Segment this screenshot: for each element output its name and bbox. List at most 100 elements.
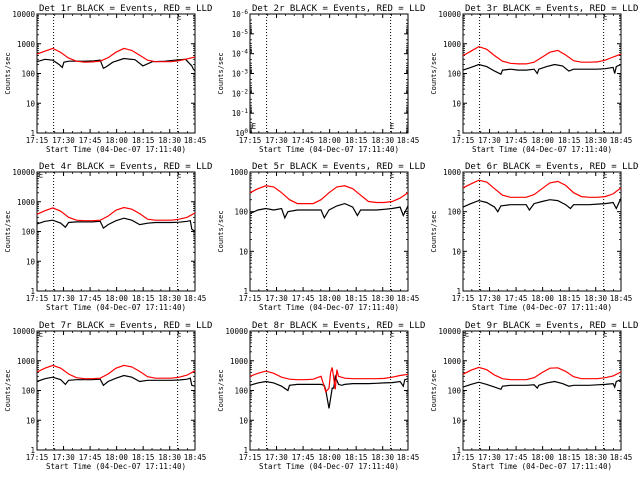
x-tick-label: 17:30 [478,453,501,462]
x-tick-label: 17:30 [52,453,75,462]
chart-panel-7: Det 7r BLACK = Events, RED = LLD 10000 100… [4,321,212,471]
x-axis-label: Start Time (04-Dec-07 17:11:40) [472,303,612,312]
chart-title: Det 7r BLACK = Events, RED = LLD [39,321,212,331]
x-tick-label: 18:00 [105,453,128,462]
plot-frame [249,330,409,451]
y-tick-label: 10 [452,247,462,256]
y-axis-label: Counts/sec [217,369,225,411]
y-tick-label: 100 [447,387,461,396]
x-tick-label: 17:15 [239,136,262,145]
event-marker-label: E [252,122,257,131]
event-marker-label: E [465,329,470,338]
plot-frame [462,13,622,134]
x-tick-label: 17:15 [452,453,475,462]
x-axis-label: Start Time (04-Dec-07 17:11:40) [259,145,399,154]
x-axis-label: Start Time (04-Dec-07 17:11:40) [472,145,612,154]
chart-title: Det 3r BLACK = Events, RED = LLD [465,4,638,14]
x-tick-label: 17:45 [292,453,315,462]
chart-title: Det 4r BLACK = Events, RED = LLD [39,162,212,172]
series-line-lld [36,47,196,63]
x-tick-label: 18:30 [371,136,394,145]
y-tick-label: 10 [239,416,249,425]
y-tick-label: 1 [30,287,35,296]
y-tick-label: 10000 [12,168,35,177]
x-tick-label: 18:45 [610,453,633,462]
event-marker-label: E [177,329,182,338]
x-tick-label: 18:45 [184,136,207,145]
x-tick-label: 18:30 [584,294,607,303]
x-tick-label: 17:45 [505,136,528,145]
y-tick-label: 100 [235,128,248,138]
x-tick-label: 18:00 [531,453,554,462]
x-tick-label: 17:45 [292,294,315,303]
chart-title: Det 6r BLACK = Events, RED = LLD [465,162,638,172]
y-tick-label: 10 [26,257,36,266]
y-tick-label: 10 [26,99,36,108]
y-tick-label: 1000 [17,357,36,366]
y-tick-label: 1000 [17,198,36,207]
x-tick-label: 18:15 [345,136,368,145]
x-tick-label: 18:15 [558,453,581,462]
y-tick-label: 1 [243,446,248,455]
y-tick-label: 1 [30,129,35,138]
x-tick-label: 17:15 [26,136,49,145]
x-tick-label: 17:30 [478,136,501,145]
x-tick-label: 18:30 [158,453,181,462]
event-marker-label: E [39,170,44,179]
x-tick-label: 18:15 [345,453,368,462]
series-line-lld [36,364,196,380]
y-tick-label: 10000 [225,327,248,336]
y-tick-label: 1000 [230,357,249,366]
event-marker-label: E [603,12,608,21]
x-tick-label: 18:00 [318,453,341,462]
x-tick-label: 17:45 [292,136,315,145]
y-tick-label: 10-4 [232,49,249,59]
x-tick-label: 17:30 [478,294,501,303]
x-tick-label: 17:45 [79,294,102,303]
x-tick-label: 17:30 [52,294,75,303]
chart-title: Det 8r BLACK = Events, RED = LLD [252,321,425,331]
y-tick-label: 10-3 [232,69,249,79]
x-tick-label: 18:00 [318,294,341,303]
chart-title: Det 1r BLACK = Events, RED = LLD [39,4,212,14]
y-tick-label: 1000 [17,40,36,49]
y-tick-label: 1 [243,287,248,296]
event-marker-label: E [39,329,44,338]
chart-panel-1: Det 1r BLACK = Events, RED = LLD 10000 100… [4,4,212,154]
plot-frame [462,171,622,292]
x-tick-label: 18:45 [610,294,633,303]
y-tick-label: 100 [21,228,35,237]
y-tick-label: 10000 [438,10,461,19]
series-line-lld [462,366,622,381]
y-tick-label: 10-1 [232,108,249,118]
y-axis-label: Counts/sec [217,210,225,252]
series-line-lld [462,45,622,65]
series-line-lld [249,185,409,205]
x-tick-label: 18:30 [158,294,181,303]
series-line-events [462,197,622,213]
x-tick-label: 18:30 [158,136,181,145]
x-axis-label: Start Time (04-Dec-07 17:11:40) [46,145,186,154]
x-tick-label: 18:30 [584,453,607,462]
chart-panel-9: Det 9r BLACK = Events, RED = LLD 10000 100… [430,321,638,471]
y-tick-label: 100 [21,70,35,79]
x-tick-label: 18:15 [558,136,581,145]
event-marker-label: E [603,329,608,338]
x-tick-label: 18:15 [132,294,155,303]
y-tick-label: 1 [456,287,461,296]
y-tick-label: 1000 [443,168,462,177]
y-axis-label: Counts/sec [4,210,12,252]
chart-panel-4: Det 4r BLACK = Events, RED = LLD 10000 100… [4,162,212,312]
x-tick-label: 18:15 [132,136,155,145]
y-tick-label: 100 [447,70,461,79]
y-axis-label: Counts/sec [430,52,438,94]
x-tick-label: 17:45 [505,453,528,462]
plot-frame [36,330,196,451]
x-tick-label: 17:15 [239,294,262,303]
series-line-events [462,63,622,76]
plot-frame [36,171,196,292]
